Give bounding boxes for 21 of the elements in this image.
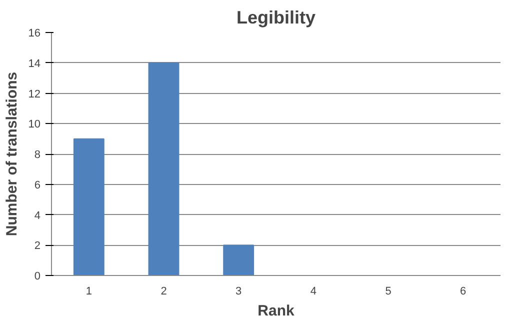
- y-tick-label: 12: [28, 88, 41, 100]
- x-tick-label: 2: [160, 286, 167, 298]
- x-tick-label: 3: [236, 286, 242, 298]
- x-tick-label: 4: [310, 286, 316, 298]
- y-tick-label: 2: [34, 240, 41, 252]
- bar: [73, 138, 104, 276]
- y-tick-label: 4: [34, 210, 41, 222]
- y-tick-label: 0: [34, 270, 41, 282]
- bar: [223, 244, 254, 276]
- y-tick-label: 8: [34, 149, 41, 161]
- x-axis-title: Rank: [258, 302, 295, 320]
- y-tick-label: 6: [34, 179, 41, 192]
- x-tick-label: 1: [86, 286, 92, 298]
- y-axis-title: Number of translations: [3, 72, 20, 236]
- y-tick-label: 10: [28, 118, 41, 131]
- chart-title: Legibility: [236, 8, 316, 28]
- y-tick-label: 16: [28, 28, 41, 40]
- x-tick-label: 6: [460, 286, 466, 298]
- y-tick-label: 14: [28, 58, 41, 70]
- bar: [148, 62, 180, 276]
- x-tick-label: 5: [385, 286, 392, 298]
